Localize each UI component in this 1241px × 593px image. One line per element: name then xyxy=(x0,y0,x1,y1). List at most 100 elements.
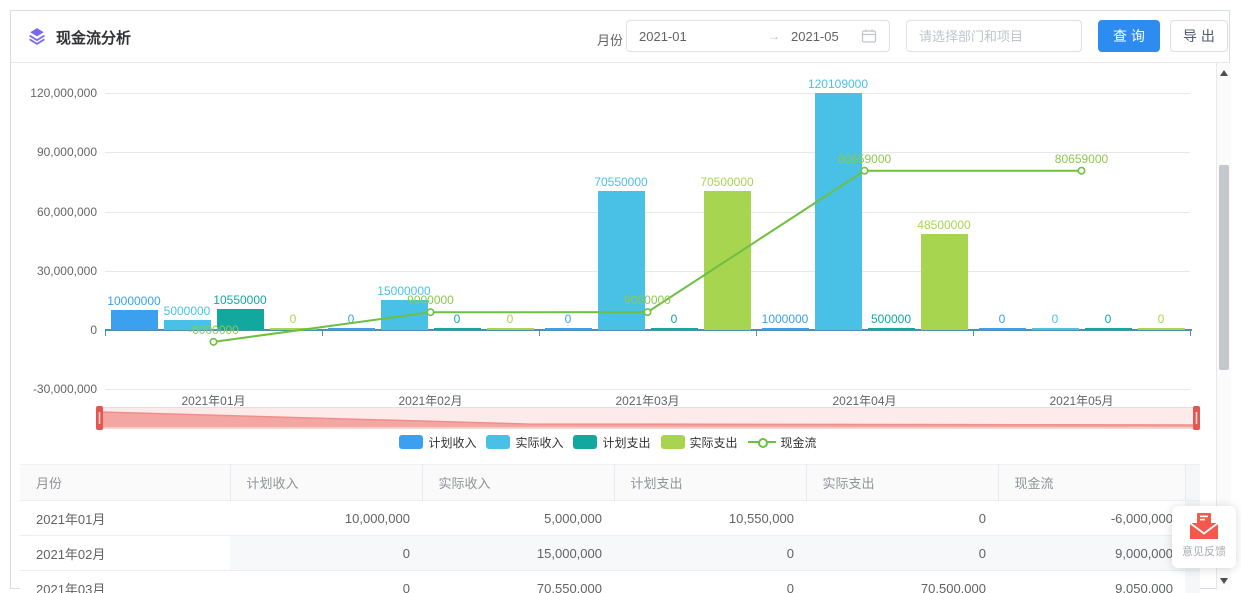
table-cell: 9,050,000 xyxy=(998,570,1185,593)
scroll-up-arrow[interactable] xyxy=(1217,65,1231,80)
table-header-row: 月份 计划收入 实际收入 计划支出 实际支出 现金流 xyxy=(20,464,1200,501)
bar-计划支出[interactable] xyxy=(1084,328,1132,330)
bar-实际支出[interactable] xyxy=(1137,328,1185,330)
table-cell: -6,000,000 xyxy=(998,500,1185,536)
header-divider xyxy=(11,62,1230,63)
calendar-icon xyxy=(861,29,877,43)
table-cell: 70,500,000 xyxy=(806,570,998,593)
table-cell: 5,000,000 xyxy=(422,500,614,536)
query-button[interactable]: 查 询 xyxy=(1098,20,1160,52)
datazoom-shadow-line xyxy=(99,411,1197,426)
bar-实际支出[interactable] xyxy=(703,191,751,330)
y-axis-label: -30,000,000 xyxy=(32,382,97,397)
y-gridline xyxy=(105,270,1190,272)
table-scroll-gutter xyxy=(1185,570,1200,593)
bar-实际支出[interactable] xyxy=(920,234,968,330)
x-axis-tick xyxy=(539,331,540,336)
bar-计划支出[interactable] xyxy=(650,328,698,330)
legend-swatch xyxy=(399,435,424,449)
legend-item-实际收入[interactable]: 实际收入 xyxy=(486,434,563,451)
bar-实际收入[interactable] xyxy=(814,93,862,330)
date-start-value[interactable]: 2021-01 xyxy=(639,28,687,44)
bar-计划支出[interactable] xyxy=(867,328,915,330)
bar-计划支出[interactable] xyxy=(433,328,481,330)
column-header: 现金流 xyxy=(998,464,1186,501)
x-axis-label: 2021年03月 xyxy=(615,394,680,408)
table-row: 2021年02月 0 15,000,000 0 0 9,000,000 xyxy=(20,535,1200,571)
y-gridline xyxy=(105,389,1190,391)
bar-计划收入[interactable] xyxy=(761,328,809,330)
bar-实际收入[interactable] xyxy=(163,320,211,330)
legend-swatch xyxy=(486,435,511,449)
department-project-input[interactable] xyxy=(906,20,1082,52)
bar-计划收入[interactable] xyxy=(327,328,375,330)
table-cell: 2021年03月 xyxy=(20,570,230,593)
legend-item-现金流[interactable]: 现金流 xyxy=(747,434,817,451)
datazoom-slider[interactable] xyxy=(96,404,1200,432)
legend-label: 实际收入 xyxy=(515,435,564,450)
table-cell: 0 xyxy=(614,570,806,593)
datazoom-left-handle-grip xyxy=(98,412,101,424)
legend-label: 实际支出 xyxy=(689,435,738,450)
legend-label: 计划支出 xyxy=(602,435,651,450)
bar-实际支出[interactable] xyxy=(486,328,534,330)
column-header: 实际支出 xyxy=(806,464,999,501)
x-axis-label: 2021年05月 xyxy=(1049,394,1114,408)
column-header: 计划收入 xyxy=(230,464,423,501)
table-cell: 2021年02月 xyxy=(20,535,230,571)
scroll-down-arrow[interactable] xyxy=(1217,573,1231,588)
column-header: 计划支出 xyxy=(614,464,807,501)
scrollbar-thumb[interactable] xyxy=(1219,165,1229,370)
date-range-arrow: → xyxy=(768,29,780,43)
feedback-envelope-icon xyxy=(1189,513,1219,539)
y-axis-label: 0 xyxy=(90,323,97,337)
feedback-label: 意见反馈 xyxy=(1182,546,1226,558)
date-end-value[interactable]: 2021-05 xyxy=(791,28,839,44)
bar-实际收入[interactable] xyxy=(597,191,645,330)
bar-实际收入[interactable] xyxy=(1031,328,1079,330)
legend-line-swatch xyxy=(747,435,776,449)
x-axis-line xyxy=(105,329,1192,331)
table-scroll-gutter xyxy=(1185,464,1200,501)
layers-logo-icon xyxy=(29,28,45,45)
table-cell: 2021年01月 xyxy=(20,500,230,536)
table-cell: 10,000,000 xyxy=(230,500,422,536)
bar-计划收入[interactable] xyxy=(544,328,592,330)
x-axis-label: 2021年01月 xyxy=(181,394,246,408)
table-cell: 0 xyxy=(806,535,998,571)
feedback-widget[interactable]: 意见反馈 xyxy=(1172,506,1236,568)
legend-swatch xyxy=(573,435,598,449)
x-axis-label: 2021年02月 xyxy=(398,394,463,408)
month-filter-label: 月份 xyxy=(597,33,624,48)
bar-实际支出[interactable] xyxy=(269,328,317,330)
chart-legend: 计划收入 实际收入 计划支出 实际支出 现金流 xyxy=(0,433,1216,451)
export-button[interactable]: 导 出 xyxy=(1170,20,1228,52)
datazoom-right-handle-grip xyxy=(1195,412,1198,424)
column-header: 实际收入 xyxy=(422,464,615,501)
x-axis-label: 2021年04月 xyxy=(832,394,897,408)
bar-计划收入[interactable] xyxy=(110,310,158,330)
x-axis-tick xyxy=(1190,331,1191,336)
bar-计划支出[interactable] xyxy=(216,309,264,330)
y-axis-label: 60,000,000 xyxy=(36,204,97,219)
date-range-picker[interactable]: 2021-01 → 2021-05 xyxy=(626,20,890,52)
table-row: 2021年03月 0 70,550,000 0 70,500,000 9,050,000 xyxy=(20,570,1200,593)
y-axis-label: 30,000,000 xyxy=(36,263,97,278)
bar-实际收入[interactable] xyxy=(380,300,428,330)
legend-swatch xyxy=(660,435,685,449)
legend-item-实际支出[interactable]: 实际支出 xyxy=(660,434,738,451)
legend-label: 现金流 xyxy=(780,435,817,450)
table-cell: 0 xyxy=(614,535,806,571)
table-cell: 15,000,000 xyxy=(422,535,614,571)
y-axis-label: 120,000,000 xyxy=(30,86,97,100)
datazoom-shadow xyxy=(100,412,1196,428)
y-axis-label: 90,000,000 xyxy=(36,145,97,160)
bar-计划收入[interactable] xyxy=(978,328,1026,330)
x-axis-tick xyxy=(756,331,757,336)
y-gridline xyxy=(105,93,1190,94)
column-header: 月份 xyxy=(20,464,231,501)
legend-item-计划收入[interactable]: 计划收入 xyxy=(399,434,476,451)
vertical-scrollbar[interactable] xyxy=(1216,63,1231,590)
legend-item-计划支出[interactable]: 计划支出 xyxy=(573,434,651,451)
